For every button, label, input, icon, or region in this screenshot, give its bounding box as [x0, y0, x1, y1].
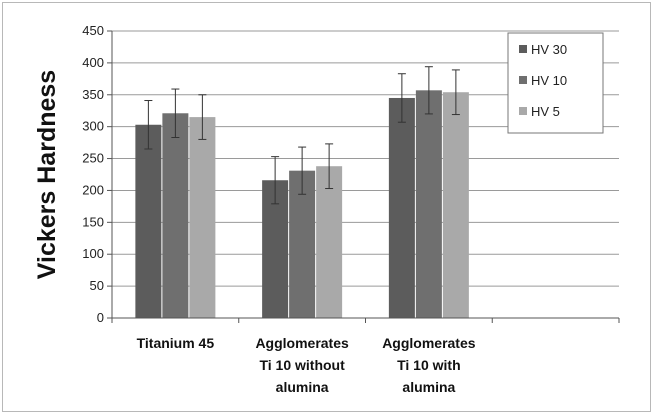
bar-hv30 [388, 97, 415, 318]
y-axis-label: Vickers Hardness [33, 70, 61, 279]
axes [107, 30, 620, 323]
legend-label: HV 10 [531, 73, 567, 88]
bar-chart: 0 50 100 150 200 250 300 350 400 450 Titanium 45 A… [33, 23, 620, 395]
y-tick-label: 250 [82, 151, 104, 166]
legend-swatch [519, 107, 527, 115]
x-category-label: Agglomerates Ti 10 without alumina [255, 335, 349, 395]
x-category-label: Titanium 45 [137, 335, 215, 351]
legend-swatch [519, 45, 527, 53]
bar-hv30 [135, 124, 162, 319]
bar-hv5 [189, 117, 216, 318]
bar-hv10 [415, 90, 442, 319]
x-category-labels: Titanium 45 Agglomerates Ti 10 without alum… [137, 335, 476, 395]
y-tick-label: 350 [82, 87, 104, 102]
bar-hv5 [442, 92, 469, 318]
error-bars [144, 66, 460, 205]
y-tick-label: 300 [82, 119, 104, 134]
y-tick-label: 200 [82, 182, 104, 197]
legend: HV 30 HV 10 HV 5 [507, 32, 604, 134]
legend-label: HV 30 [531, 42, 567, 57]
bar-hv5 [316, 166, 343, 318]
y-tick-label: 150 [82, 214, 104, 229]
chart-frame: 0 50 100 150 200 250 300 350 400 450 Titanium 45 A… [2, 2, 651, 412]
bar-hv10 [162, 113, 189, 318]
y-tick-label: 450 [82, 23, 104, 38]
y-tick-label: 50 [90, 278, 104, 293]
y-tick-label: 0 [97, 310, 104, 325]
x-category-label: Agglomerates Ti 10 with alumina [382, 335, 476, 395]
y-tick-labels: 0 50 100 150 200 250 300 350 400 450 [82, 23, 104, 325]
bar-hv10 [289, 170, 316, 318]
legend-label: HV 5 [531, 104, 560, 119]
y-tick-label: 100 [82, 246, 104, 261]
legend-swatch [519, 76, 527, 84]
bars [135, 90, 469, 319]
y-tick-label: 400 [82, 55, 104, 70]
